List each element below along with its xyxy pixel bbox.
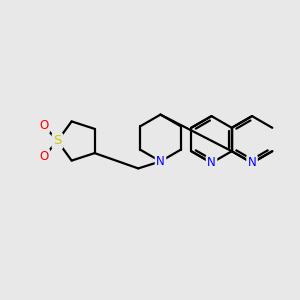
Text: N: N bbox=[207, 156, 216, 170]
Text: N: N bbox=[156, 155, 165, 168]
Text: N: N bbox=[248, 156, 256, 170]
Text: O: O bbox=[39, 150, 49, 163]
Text: S: S bbox=[53, 134, 61, 148]
Text: O: O bbox=[39, 119, 49, 132]
